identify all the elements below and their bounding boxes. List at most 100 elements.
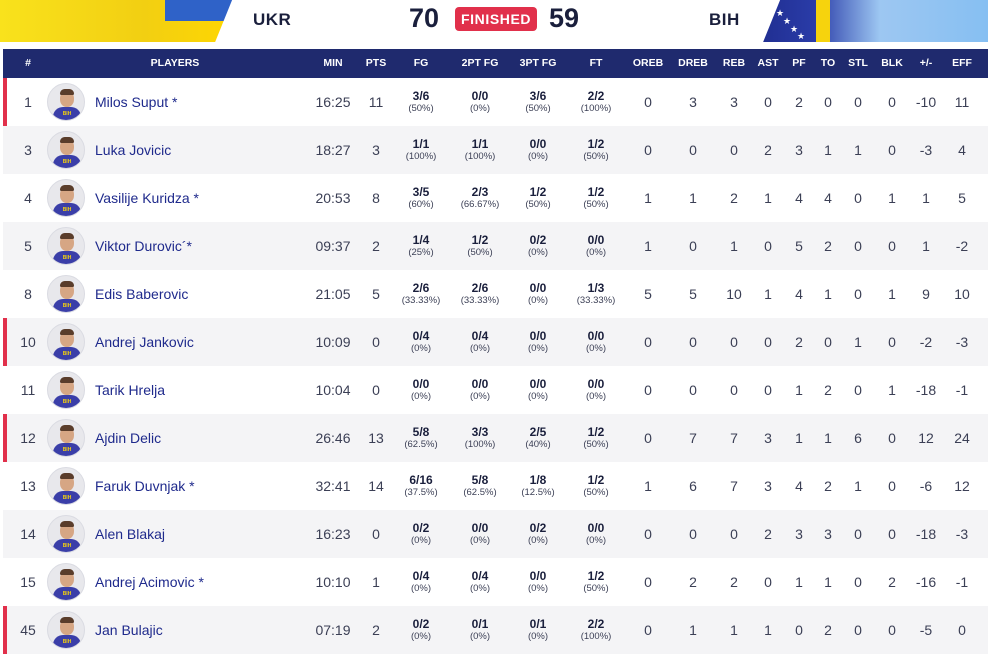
player-name-link[interactable]: Andrej Jankovic: [95, 318, 194, 366]
player-name[interactable]: Vasilije Kuridza: [95, 190, 190, 206]
player-name-link[interactable]: Jan Bulajic: [95, 606, 163, 654]
table-row[interactable]: 8 BIH Edis Baberovic 21:05 5 2/6 (33.33%) 2/6 (3…: [3, 270, 988, 318]
table-row[interactable]: 10 BIH Andrej Jankovic 10:09 0 0/4 (0%) 0/4 (0%)…: [3, 318, 988, 366]
column-header-points[interactable]: PTS: [365, 57, 387, 69]
cell-turnovers: 3: [824, 526, 832, 542]
cell-free-throws: 0/0 (0%): [566, 366, 626, 414]
player-name[interactable]: Andrej Acimovic: [95, 574, 195, 590]
player-name-link[interactable]: Tarik Hrelja: [95, 366, 165, 414]
cell-minutes: 20:53: [315, 190, 351, 206]
column-header-three-pt-fg[interactable]: 3PT FG: [519, 57, 557, 69]
table-row[interactable]: 1 BIH Milos Suput * 16:25 11 3/6 (50%) 0/0 (0%) 3…: [3, 78, 988, 126]
free-throws-made-attempted: 1/2: [587, 473, 605, 487]
player-name[interactable]: Ajdin Delic: [95, 430, 162, 446]
cell-steals: 0: [854, 238, 862, 254]
player-name-link[interactable]: Ajdin Delic: [95, 414, 161, 462]
player-name[interactable]: Alen Blakaj: [95, 526, 166, 542]
player-name[interactable]: Milos Suput: [95, 94, 169, 110]
cell-steals: 0: [854, 382, 862, 398]
column-header-turnovers[interactable]: TO: [820, 57, 836, 69]
player-name[interactable]: Faruk Duvnjak: [95, 478, 186, 494]
player-name[interactable]: Edis Baberovic: [95, 286, 189, 302]
column-header-minutes[interactable]: MIN: [323, 57, 343, 69]
cell-assists: 2: [764, 526, 772, 542]
cell-offensive-rebounds: 0: [644, 430, 652, 446]
cell-personal-fouls: 2: [795, 334, 803, 350]
cell-jersey-number: 3: [24, 142, 32, 158]
player-name[interactable]: Andrej Jankovic: [95, 334, 194, 350]
cell-two-pt-fg: 1/2 (50%): [451, 222, 509, 270]
table-row[interactable]: 3 BIH Luka Jovicic 18:27 3 1/1 (100%) 1/1 (100%)…: [3, 126, 988, 174]
column-header-fg[interactable]: FG: [413, 57, 429, 69]
table-row[interactable]: 14 BIH Alen Blakaj 16:23 0 0/2 (0%) 0/0 (0%) 0/2(…: [3, 510, 988, 558]
player-name-link[interactable]: Viktor Durovic´*: [95, 222, 192, 270]
table-row[interactable]: 12 BIH Ajdin Delic 26:46 13 5/8 (62.5%) 3/3 (100…: [3, 414, 988, 462]
player-name[interactable]: Luka Jovicic: [95, 142, 172, 158]
cell-blocks: 2: [888, 574, 896, 590]
player-name-link[interactable]: Vasilije Kuridza *: [95, 174, 199, 222]
cell-efficiency: 10: [954, 286, 970, 302]
table-row[interactable]: 4 BIH Vasilije Kuridza * 20:53 8 3/5 (60%) 2/3(…: [3, 174, 988, 222]
cell-plus-minus: -5: [919, 622, 933, 638]
two-pt-fg-percentage: (33.33%): [460, 295, 500, 306]
player-name-link[interactable]: Faruk Duvnjak *: [95, 462, 195, 510]
player-name[interactable]: Viktor Durovic: [95, 238, 182, 254]
cell-two-pt-fg: 2/3 (66.67%): [451, 174, 509, 222]
column-header-assists[interactable]: AST: [757, 57, 779, 69]
player-name-link[interactable]: Luka Jovicic: [95, 126, 171, 174]
cell-points: 14: [368, 478, 384, 494]
column-header-plus-minus[interactable]: +/-: [919, 57, 933, 69]
cell-free-throws: 0/0 (0%): [566, 510, 626, 558]
column-header-player-name[interactable]: PLAYERS: [150, 57, 200, 69]
three-pt-fg-percentage: (0%): [527, 343, 549, 354]
player-name[interactable]: Jan Bulajic: [95, 622, 163, 638]
free-throws-made-attempted: 1/2: [587, 425, 605, 439]
player-name-link[interactable]: Edis Baberovic: [95, 270, 188, 318]
fg-percentage: (0%): [410, 631, 432, 642]
column-header-jersey-number[interactable]: #: [25, 57, 31, 69]
cell-turnovers: 1: [824, 142, 832, 158]
cell-free-throws: 1/3 (33.33%): [566, 270, 626, 318]
cell-steals: 0: [854, 526, 862, 542]
fg-made-attempted: 0/2: [412, 521, 430, 535]
free-throws-percentage: (0%): [585, 391, 607, 402]
cell-jersey-number: 8: [24, 286, 32, 302]
table-row[interactable]: 11 BIH Tarik Hrelja 10:04 0 0/0 (0%) 0/0 (0%) 0/0…: [3, 366, 988, 414]
player-name-link[interactable]: Andrej Acimovic *: [95, 558, 204, 606]
cell-blocks: 1: [888, 190, 896, 206]
cell-assists: 3: [764, 478, 772, 494]
column-header-steals[interactable]: STL: [848, 57, 868, 69]
three-pt-fg-made-attempted: 0/0: [529, 281, 547, 295]
column-header-personal-fouls[interactable]: PF: [792, 57, 806, 69]
table-row[interactable]: 15 BIH Andrej Acimovic * 10:10 1 0/4 (0%) 0/4 (0…: [3, 558, 988, 606]
fg-percentage: (33.33%): [401, 295, 441, 306]
cell-rebounds: 7: [730, 430, 738, 446]
column-header-offensive-rebounds[interactable]: OREB: [632, 57, 664, 69]
cell-assists: 3: [764, 430, 772, 446]
table-row[interactable]: 5 BIH Viktor Durovic´* 09:37 2 1/4 (25%) 1/2 (50…: [3, 222, 988, 270]
cell-turnovers: 4: [824, 190, 832, 206]
two-pt-fg-made-attempted: 0/0: [471, 377, 489, 391]
player-name[interactable]: Tarik Hrelja: [95, 382, 166, 398]
three-pt-fg-percentage: (12.5%): [521, 487, 555, 498]
cell-free-throws: 0/0 (0%): [566, 318, 626, 366]
column-header-rebounds[interactable]: REB: [722, 57, 746, 69]
two-pt-fg-percentage: (0%): [469, 343, 491, 354]
table-row[interactable]: 45 BIH Jan Bulajic 07:19 2 0/2 (0%) 0/1 (0%) 0/1(…: [3, 606, 988, 654]
cell-minutes: 16:25: [315, 94, 351, 110]
player-name-link[interactable]: Milos Suput *: [95, 78, 178, 126]
table-row[interactable]: 13 BIH Faruk Duvnjak * 32:41 14 6/16 (37.5%) 5/…: [3, 462, 988, 510]
column-header-free-throws[interactable]: FT: [589, 57, 603, 69]
column-header-blocks[interactable]: BLK: [881, 57, 903, 69]
cell-free-throws: 2/2 (100%): [566, 78, 626, 126]
column-header-two-pt-fg[interactable]: 2PT FG: [461, 57, 499, 69]
fg-percentage: (0%): [410, 343, 432, 354]
cell-offensive-rebounds: 0: [644, 574, 652, 590]
player-name-link[interactable]: Alen Blakaj: [95, 510, 165, 558]
column-header-efficiency[interactable]: EFF: [952, 57, 972, 69]
cell-personal-fouls: 5: [795, 238, 803, 254]
column-header-defensive-rebounds[interactable]: DREB: [678, 57, 708, 69]
cell-two-pt-fg: 0/0 (0%): [451, 78, 509, 126]
cell-defensive-rebounds: 7: [689, 430, 697, 446]
fg-percentage: (50%): [408, 103, 434, 114]
